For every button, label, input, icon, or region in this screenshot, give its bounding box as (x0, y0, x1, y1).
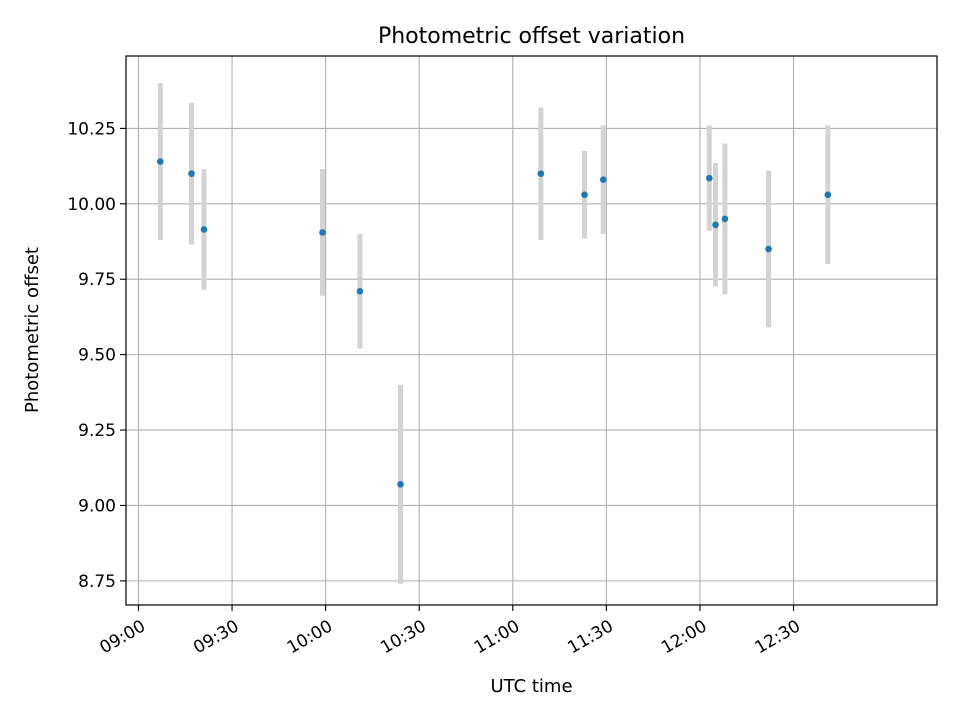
data-point (157, 158, 164, 165)
x-axis-label: UTC time (490, 676, 572, 697)
data-point (765, 245, 772, 253)
plot-frame (125, 55, 938, 606)
data-point (824, 191, 832, 199)
data-point (397, 481, 404, 488)
point-layer (157, 158, 832, 488)
x-tick-label: 10:30 (377, 616, 429, 658)
chart-title: Photometric offset variation (378, 24, 685, 49)
data-point (319, 229, 326, 236)
y-tick-label: 9.75 (78, 270, 116, 290)
x-tick-label: 12:00 (658, 616, 710, 658)
data-point (537, 170, 545, 177)
errorbar-layer (157, 83, 831, 584)
y-tick-label: 9.25 (78, 421, 116, 441)
x-tick-label: 12:30 (752, 616, 804, 658)
tick-layer: 09:00 09:30 10:00 10:30 11:00 11:30 12:00 12:30… (67, 119, 804, 658)
y-axis-label: Photometric offset (22, 247, 43, 413)
y-tick-label: 8.75 (78, 572, 116, 592)
y-tick-label: 9.50 (78, 346, 116, 366)
data-point (712, 221, 719, 229)
x-tick-label: 09:00 (97, 616, 149, 658)
data-point (581, 191, 588, 199)
data-point (188, 170, 195, 177)
x-tick-label: 11:30 (564, 616, 616, 658)
y-tick-label: 10.00 (67, 195, 116, 215)
data-point (705, 174, 713, 182)
x-tick-label: 10:00 (284, 616, 336, 658)
y-tick-label: 9.00 (78, 496, 116, 516)
data-point (721, 215, 729, 223)
y-tick-label: 10.25 (67, 119, 116, 139)
x-tick-label: 09:30 (190, 616, 242, 658)
data-point (356, 287, 364, 295)
x-tick-label: 11:00 (471, 616, 523, 658)
data-point (599, 176, 607, 183)
data-point (200, 226, 208, 233)
grid-layer (126, 56, 937, 605)
